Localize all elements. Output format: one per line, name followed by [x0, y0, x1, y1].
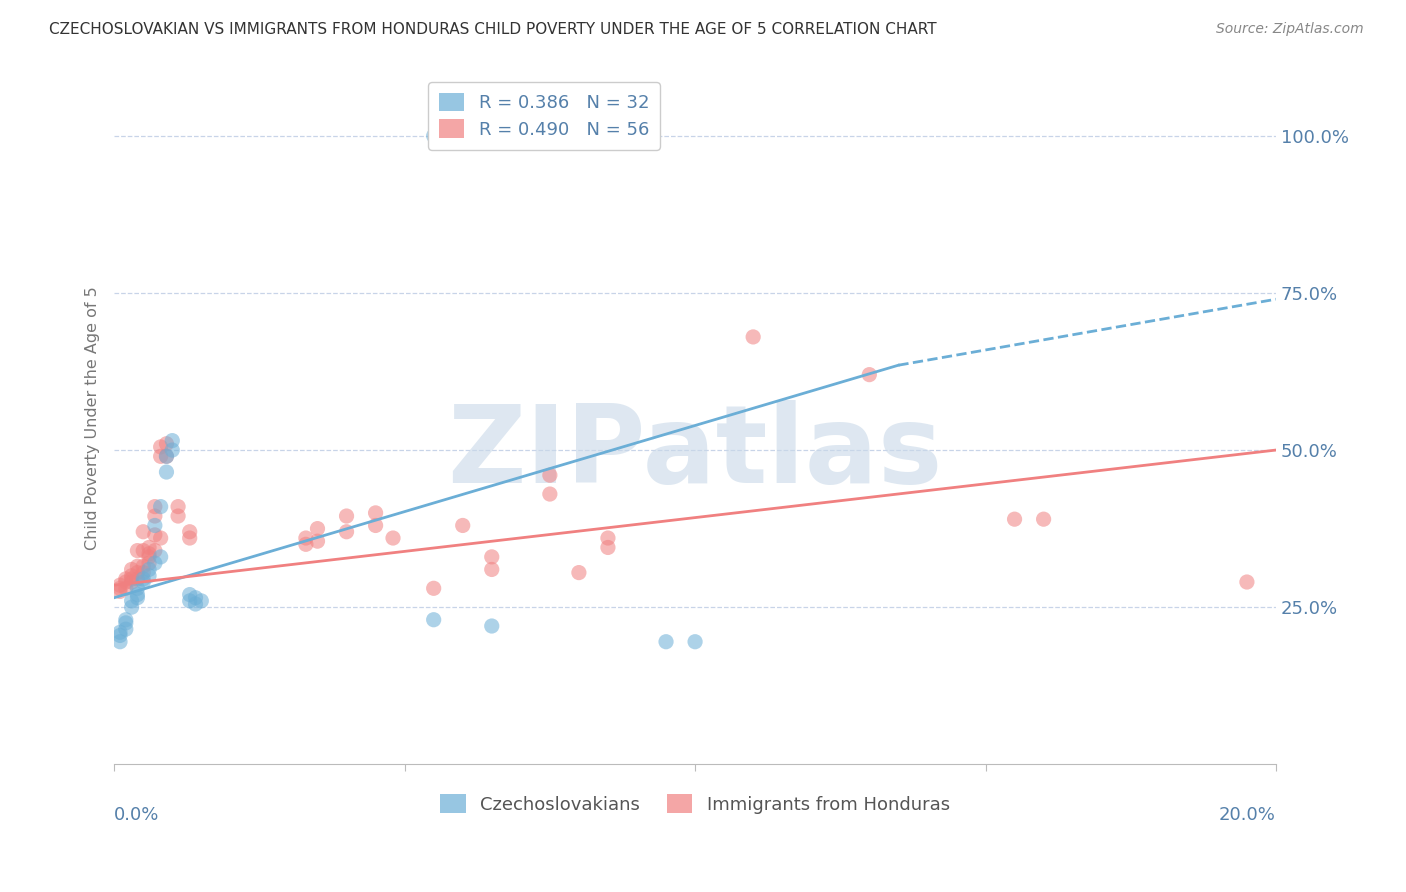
Point	[162, 443, 184, 458]
Point	[568, 566, 591, 580]
Point	[179, 524, 201, 539]
Point	[422, 582, 444, 596]
Point	[538, 487, 561, 501]
Point	[683, 634, 706, 648]
Point	[132, 543, 155, 558]
Point	[155, 450, 177, 464]
Point	[858, 368, 880, 382]
Point	[451, 518, 474, 533]
Point	[179, 531, 201, 545]
Point	[538, 468, 561, 483]
Point	[138, 568, 160, 582]
Point	[138, 562, 160, 576]
Point	[127, 588, 149, 602]
Point	[149, 531, 172, 545]
Point	[114, 615, 136, 630]
Point	[335, 524, 357, 539]
Point	[108, 628, 131, 642]
Point	[121, 562, 143, 576]
Point	[121, 572, 143, 586]
Point	[179, 588, 201, 602]
Point	[132, 559, 155, 574]
Point	[143, 500, 166, 514]
Point	[127, 582, 149, 596]
Point	[127, 572, 149, 586]
Point	[108, 584, 131, 599]
Point	[138, 549, 160, 564]
Point	[127, 566, 149, 580]
Point	[1032, 512, 1054, 526]
Point	[132, 574, 155, 589]
Point	[179, 594, 201, 608]
Point	[114, 622, 136, 636]
Point	[422, 128, 444, 143]
Point	[295, 531, 318, 545]
Point	[364, 518, 387, 533]
Point	[114, 582, 136, 596]
Point	[307, 522, 329, 536]
Point	[1004, 512, 1026, 526]
Point	[114, 613, 136, 627]
Text: ZIPatlas: ZIPatlas	[447, 401, 943, 506]
Point	[149, 549, 172, 564]
Point	[596, 531, 619, 545]
Point	[184, 591, 207, 605]
Point	[108, 582, 131, 596]
Point	[143, 509, 166, 524]
Point	[114, 572, 136, 586]
Point	[481, 549, 503, 564]
Point	[138, 547, 160, 561]
Text: Source: ZipAtlas.com: Source: ZipAtlas.com	[1216, 22, 1364, 37]
Point	[422, 613, 444, 627]
Point	[190, 594, 212, 608]
Point	[742, 330, 765, 344]
Point	[127, 543, 149, 558]
Point	[382, 531, 405, 545]
Point	[132, 566, 155, 580]
Point	[155, 465, 177, 479]
Point	[108, 625, 131, 640]
Point	[155, 450, 177, 464]
Point	[143, 528, 166, 542]
Point	[155, 436, 177, 450]
Point	[143, 556, 166, 570]
Point	[481, 619, 503, 633]
Point	[149, 500, 172, 514]
Point	[335, 509, 357, 524]
Point	[167, 509, 190, 524]
Point	[149, 440, 172, 454]
Point	[108, 634, 131, 648]
Point	[1236, 574, 1258, 589]
Point	[127, 591, 149, 605]
Point	[295, 537, 318, 551]
Point	[121, 600, 143, 615]
Point	[143, 518, 166, 533]
Point	[167, 500, 190, 514]
Point	[132, 524, 155, 539]
Point	[127, 559, 149, 574]
Point	[138, 541, 160, 555]
Point	[149, 450, 172, 464]
Text: 0.0%: 0.0%	[114, 805, 159, 823]
Point	[138, 556, 160, 570]
Point	[655, 634, 678, 648]
Point	[132, 572, 155, 586]
Point	[481, 562, 503, 576]
Text: 20.0%: 20.0%	[1219, 805, 1277, 823]
Point	[184, 597, 207, 611]
Y-axis label: Child Poverty Under the Age of 5: Child Poverty Under the Age of 5	[86, 286, 100, 550]
Text: CZECHOSLOVAKIAN VS IMMIGRANTS FROM HONDURAS CHILD POVERTY UNDER THE AGE OF 5 COR: CZECHOSLOVAKIAN VS IMMIGRANTS FROM HONDU…	[49, 22, 936, 37]
Point	[121, 568, 143, 582]
Point	[162, 434, 184, 448]
Point	[121, 594, 143, 608]
Point	[114, 574, 136, 589]
Legend: Czechoslovakians, Immigrants from Honduras: Czechoslovakians, Immigrants from Hondur…	[433, 787, 957, 821]
Point	[307, 534, 329, 549]
Point	[143, 543, 166, 558]
Point	[596, 541, 619, 555]
Point	[121, 574, 143, 589]
Point	[108, 578, 131, 592]
Point	[364, 506, 387, 520]
